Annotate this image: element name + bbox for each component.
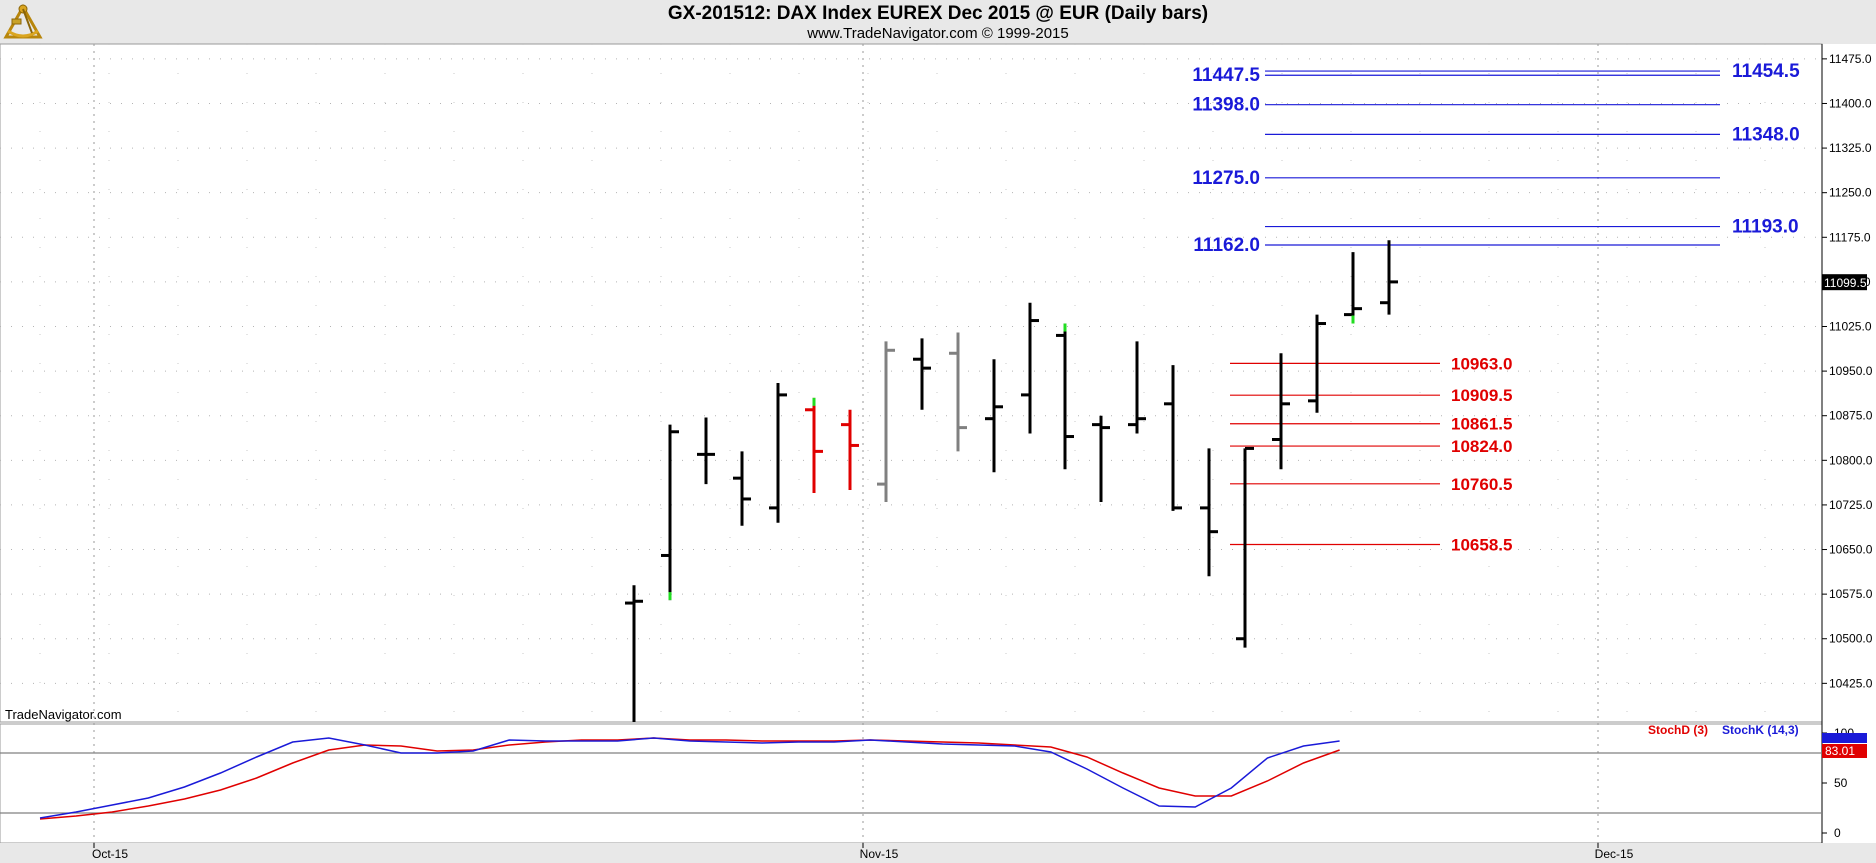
stoch-tick-label: 0 (1834, 826, 1841, 840)
stoch-k-line (39, 737, 1340, 819)
ohlc-bar (1056, 323, 1074, 470)
resistance-level-label: 11193.0 (1732, 217, 1799, 238)
support-level-label: 10861.5 (1451, 415, 1512, 434)
price-tick-label: 11475.0 (1829, 52, 1872, 66)
resistance-level-label: 11162.0 (1193, 235, 1260, 256)
right-axis-bg (1822, 44, 1876, 843)
price-tick-label: 10650.0 (1829, 543, 1873, 557)
stoch-d-legend: StochD (3) (1648, 723, 1708, 737)
price-tick-label: 11325.0 (1829, 141, 1872, 155)
price-tick-label: 10500.0 (1829, 632, 1873, 646)
ohlc-bar (1092, 415, 1110, 502)
support-level-label: 10963.0 (1451, 354, 1512, 373)
resistance-level-label: 11447.5 (1192, 65, 1260, 86)
ohlc-bar (1200, 448, 1218, 577)
stoch-pane (0, 723, 1823, 844)
ohlc-bar (1272, 353, 1290, 470)
price-tick-label: 10800.0 (1829, 453, 1873, 467)
ohlc-bar (625, 585, 643, 722)
ohlc-bar (913, 338, 931, 410)
resistance-level-label: 11454.5 (1732, 61, 1800, 82)
price-tick-label: 11025.0 (1829, 320, 1872, 334)
ohlc-bar (877, 341, 895, 502)
stoch-tick-label: 50 (1834, 776, 1848, 790)
price-tick-label: 11175.0 (1829, 230, 1871, 244)
ohlc-bar (841, 409, 859, 491)
sextant-logo-icon (3, 3, 43, 39)
support-level-label: 10909.5 (1451, 386, 1512, 405)
price-tick-label: 10875.0 (1829, 409, 1873, 423)
stoch-k-legend: StochK (14,3) (1722, 723, 1799, 737)
last-price-box (1822, 274, 1867, 291)
stoch-d-last-box (1822, 743, 1867, 758)
price-tick-label: 10425.0 (1829, 676, 1873, 690)
price-tick-label: 11250.0 (1829, 186, 1872, 200)
resistance-level-label: 11348.0 (1732, 124, 1800, 145)
price-tick-label: 10725.0 (1829, 498, 1873, 512)
resistance-level-label: 11398.0 (1192, 95, 1260, 116)
ohlc-bar (805, 397, 823, 494)
ohlc-bar (949, 332, 967, 452)
price-pane (0, 43, 1823, 723)
price-tick-label: 10950.0 (1829, 364, 1873, 378)
price-tick-label: 11400.0 (1829, 96, 1872, 110)
ohlc-bar (697, 417, 715, 485)
watermark-text: TradeNavigator.com (5, 707, 122, 722)
stoch-k-last-box (1822, 733, 1867, 743)
support-level-label: 10824.0 (1451, 437, 1512, 456)
stoch-d-last-label: 83.01 (1825, 744, 1855, 758)
resistance-level-label: 11275.0 (1192, 168, 1260, 189)
date-tick-label: Dec-15 (1595, 847, 1634, 861)
chart-title: GX-201512: DAX Index EUREX Dec 2015 @ EU… (667, 3, 1209, 24)
ohlc-bar (733, 451, 751, 526)
support-level-label: 10658.5 (1451, 535, 1512, 554)
ohlc-bar (769, 383, 787, 523)
last-price-label: 11099.5 (1824, 276, 1867, 290)
ohlc-bar (1308, 314, 1326, 413)
ohlc-bar (985, 359, 1003, 473)
price-tick-label: 10575.0 (1829, 587, 1873, 601)
date-tick-label: Oct-15 (92, 847, 128, 861)
date-tick-label: Nov-15 (860, 847, 899, 861)
support-level-label: 10760.5 (1451, 475, 1512, 494)
ohlc-bar (661, 424, 679, 601)
chart-subtitle: www.TradeNavigator.com © 1999-2015 (807, 25, 1069, 42)
ohlc-bar (1164, 365, 1182, 511)
ohlc-bar (1380, 240, 1398, 315)
ohlc-bar (1128, 341, 1146, 434)
stoch-d-line (39, 737, 1340, 820)
ohlc-bar (1236, 446, 1254, 648)
bottom-axis-bg (0, 843, 1876, 863)
chart-header (0, 0, 1876, 44)
ohlc-bar (1344, 252, 1362, 324)
ohlc-bar (1021, 302, 1039, 434)
